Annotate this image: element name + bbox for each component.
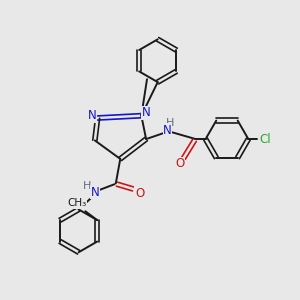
Text: H: H <box>82 181 91 191</box>
Text: O: O <box>176 157 184 170</box>
Text: N: N <box>163 124 172 137</box>
Text: H: H <box>166 118 174 128</box>
Text: N: N <box>91 186 99 199</box>
Text: CH₃: CH₃ <box>68 198 87 208</box>
Text: O: O <box>135 187 144 200</box>
Text: N: N <box>141 106 150 119</box>
Text: Cl: Cl <box>259 133 271 146</box>
Text: N: N <box>88 109 97 122</box>
